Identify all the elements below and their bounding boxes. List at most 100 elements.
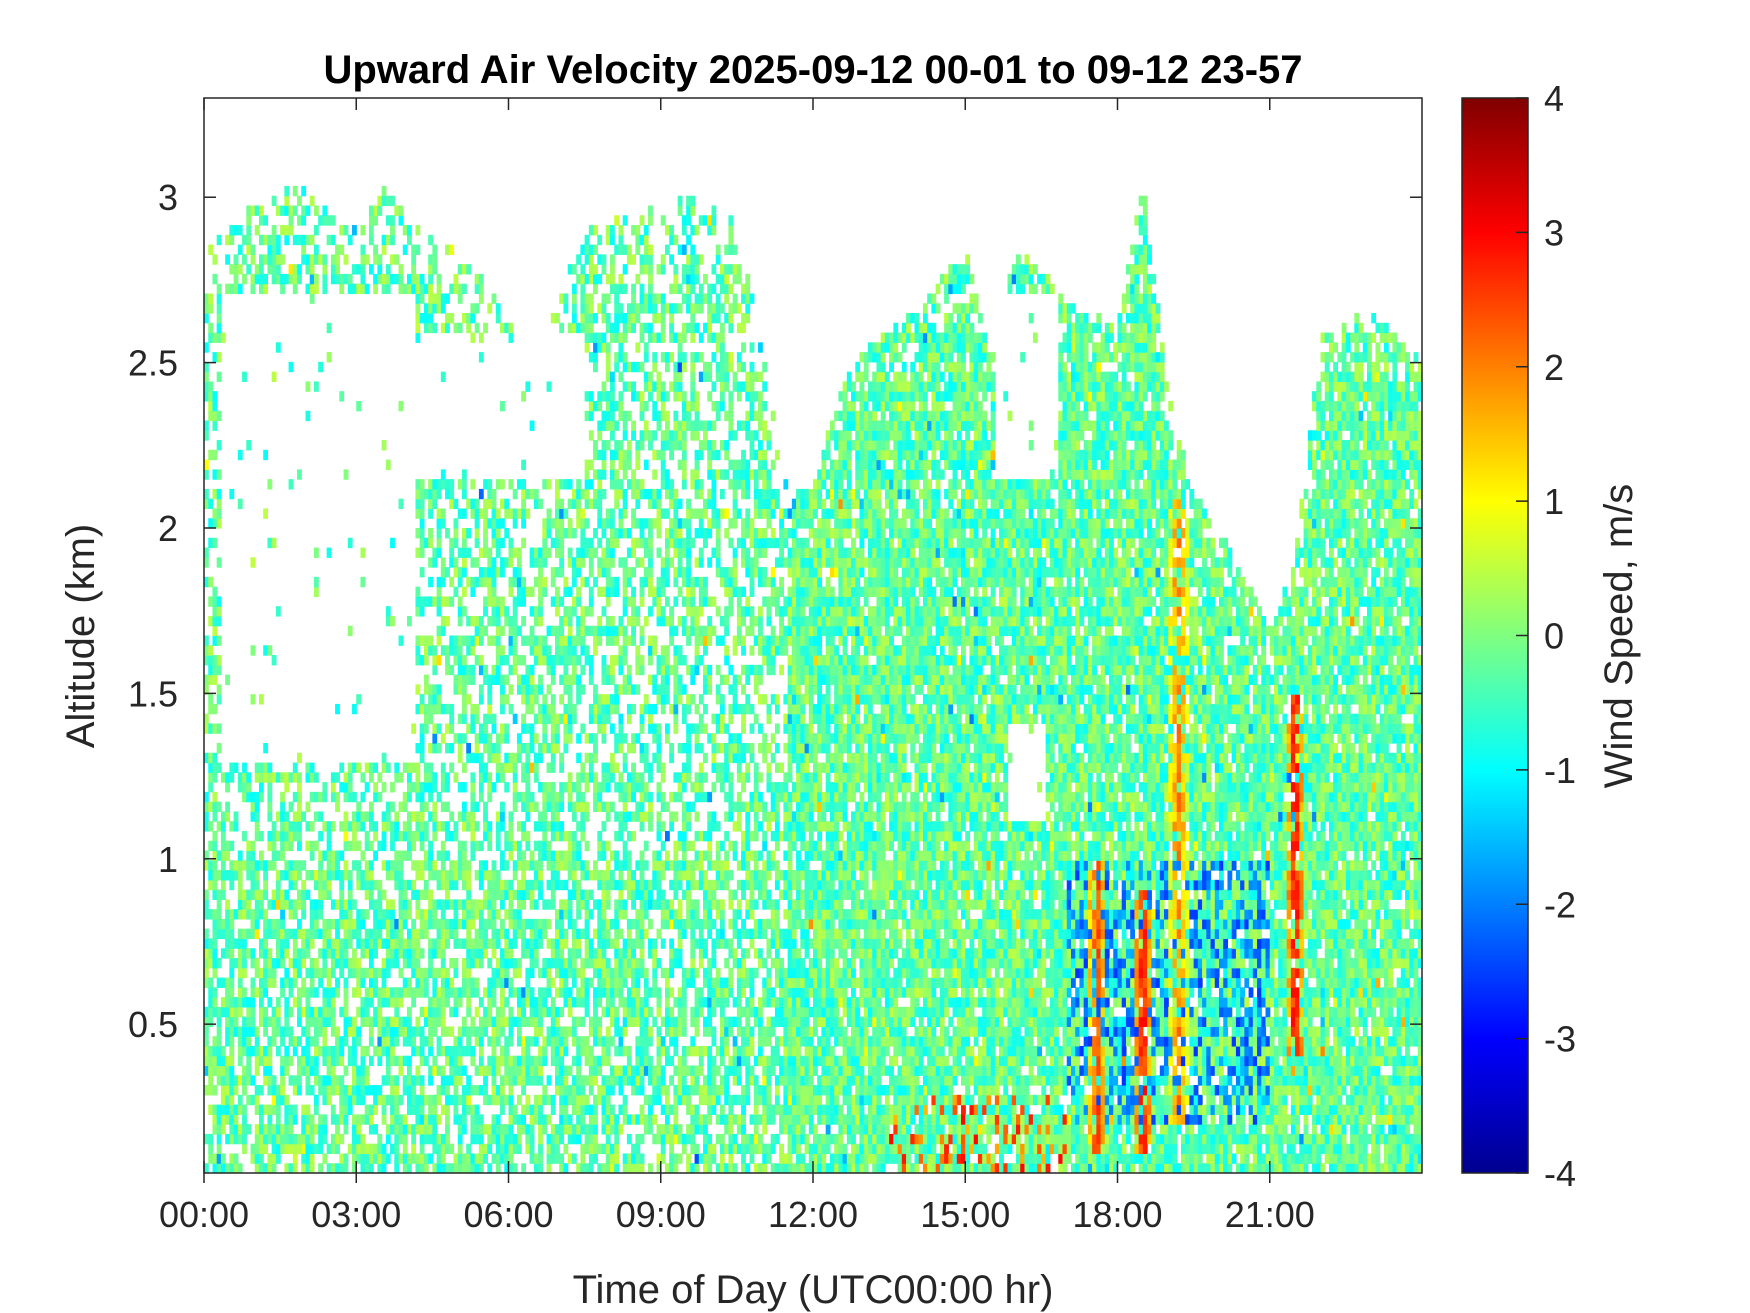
velocity-cell <box>635 997 641 1008</box>
velocity-cell <box>258 1016 264 1028</box>
velocity-cell <box>648 254 653 265</box>
velocity-cell <box>652 303 658 314</box>
velocity-cell <box>664 977 670 988</box>
velocity-cell <box>335 1163 340 1173</box>
velocity-cell <box>483 606 488 617</box>
velocity-cell <box>622 459 628 470</box>
velocity-cell <box>542 694 548 705</box>
velocity-cell <box>237 1055 243 1067</box>
velocity-cell <box>614 469 620 480</box>
velocity-cell <box>428 860 433 871</box>
velocity-cell <box>483 889 488 900</box>
velocity-cell <box>470 557 476 568</box>
velocity-cell <box>580 967 586 979</box>
velocity-cell <box>415 830 421 842</box>
velocity-cell <box>275 830 281 842</box>
velocity-cell <box>584 860 590 871</box>
velocity-cell <box>664 557 670 568</box>
velocity-cell <box>474 733 480 744</box>
velocity-cell <box>622 567 628 578</box>
velocity-cell <box>580 518 586 529</box>
velocity-cell <box>478 1026 484 1037</box>
velocity-cell <box>419 635 425 646</box>
velocity-cell <box>597 391 603 402</box>
velocity-cell <box>500 801 505 813</box>
velocity-cell <box>292 958 298 969</box>
velocity-cell <box>360 1133 366 1145</box>
velocity-cell <box>330 967 336 979</box>
velocity-cell <box>432 479 438 490</box>
velocity-cell <box>258 1045 264 1057</box>
velocity-cell <box>440 801 446 813</box>
velocity-cell <box>563 479 569 490</box>
velocity-cell <box>440 997 446 1008</box>
velocity-cell <box>305 1124 311 1135</box>
velocity-cell <box>559 1163 565 1173</box>
velocity-cell <box>626 322 632 334</box>
velocity-cell <box>622 1114 628 1125</box>
velocity-cell <box>398 830 404 842</box>
velocity-cell <box>500 674 505 685</box>
velocity-cell <box>605 1075 611 1086</box>
velocity-cell <box>521 537 527 549</box>
velocity-cell <box>483 987 488 998</box>
velocity-cell <box>610 635 615 646</box>
velocity-cell <box>352 821 357 832</box>
velocity-cell <box>567 782 573 793</box>
velocity-cell <box>660 1045 666 1057</box>
velocity-cell <box>593 244 598 255</box>
velocity-cell <box>639 1055 645 1067</box>
velocity-cell <box>597 1055 603 1067</box>
velocity-cell <box>614 830 620 842</box>
velocity-cell <box>428 576 433 588</box>
velocity-cell <box>225 1094 230 1106</box>
velocity-cell <box>673 811 679 822</box>
velocity-cell <box>220 1124 226 1135</box>
velocity-cell <box>453 1153 459 1164</box>
velocity-cell <box>398 909 404 920</box>
velocity-cell <box>673 264 679 275</box>
velocity-cell <box>529 850 535 861</box>
velocity-cell <box>605 987 611 998</box>
velocity-cell <box>275 1016 281 1028</box>
velocity-cell <box>580 958 586 969</box>
velocity-cell <box>263 889 269 900</box>
velocity-cell <box>673 1163 679 1173</box>
velocity-cell <box>495 664 501 676</box>
velocity-cell <box>601 1114 607 1125</box>
velocity-cell <box>643 576 649 588</box>
velocity-cell <box>233 1085 239 1096</box>
velocity-cell <box>597 967 603 979</box>
velocity-cell <box>639 723 645 734</box>
velocity-cell <box>555 313 560 324</box>
velocity-cell <box>216 762 222 773</box>
velocity-cell <box>618 987 624 998</box>
velocity-cell <box>398 283 404 295</box>
velocity-cell <box>381 1153 387 1164</box>
velocity-cell <box>432 899 438 910</box>
velocity-cell <box>631 254 636 265</box>
velocity-cell <box>576 488 581 500</box>
velocity-cell <box>631 488 636 500</box>
velocity-cell <box>419 1045 425 1057</box>
velocity-cell <box>436 596 442 607</box>
velocity-cell <box>402 1085 408 1096</box>
velocity-cell <box>614 967 620 979</box>
velocity-cell <box>470 713 476 725</box>
velocity-cell <box>580 576 586 588</box>
velocity-cell <box>631 430 636 441</box>
velocity-cell <box>656 733 662 744</box>
velocity-cell <box>567 322 573 334</box>
velocity-cell <box>474 498 480 510</box>
velocity-cell <box>571 557 577 568</box>
velocity-cell <box>208 303 214 314</box>
velocity-cell <box>491 1075 497 1086</box>
velocity-cell <box>250 801 256 813</box>
velocity-cell <box>394 870 400 881</box>
velocity-cell <box>648 586 653 598</box>
velocity-cell <box>322 1114 328 1125</box>
velocity-cell <box>631 635 636 646</box>
velocity-cell <box>669 303 675 314</box>
velocity-cell <box>559 860 565 871</box>
velocity-cell <box>428 909 433 920</box>
